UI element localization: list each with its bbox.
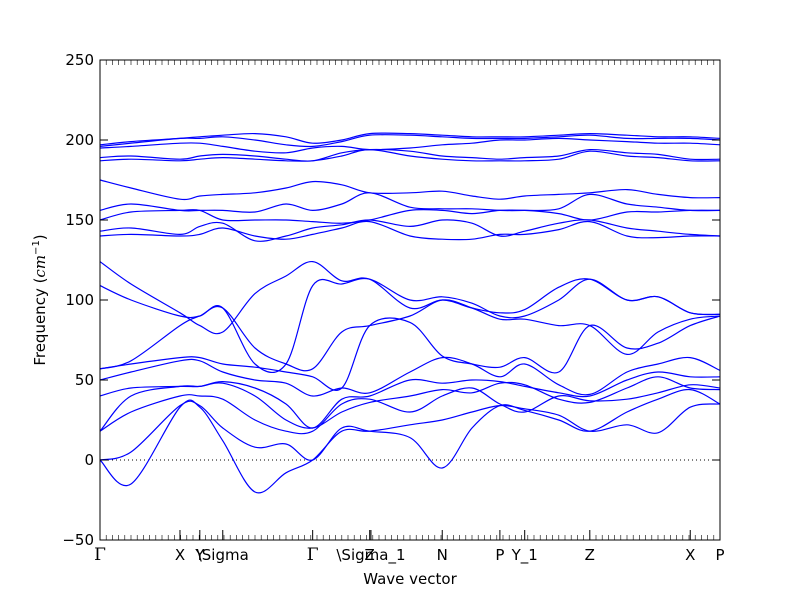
x-tick-label: N: [437, 546, 448, 564]
y-tick-label: 100: [65, 291, 94, 309]
x-tick-label: \Sigma_1: [336, 546, 405, 565]
x-tick-label: X: [175, 546, 185, 564]
x-tick-label: P: [495, 546, 504, 564]
y-tick-label: −50: [62, 531, 94, 549]
y-axis-ticks: −50 0 50 100 150 200 250: [62, 51, 720, 549]
phonon-branch-11: [99, 220, 721, 241]
y-axis-title: Frequency (cm−1): [31, 234, 49, 365]
phonon-branch-4: [99, 376, 721, 432]
minor-ticks: [99, 60, 721, 540]
phonon-branch-20: [99, 132, 721, 146]
phonon-branch-5: [99, 371, 721, 429]
phonon-branch-3: [99, 384, 721, 435]
series-layer: [99, 132, 721, 494]
y-tick-label: 0: [84, 451, 94, 469]
phonon-branch-7: [99, 315, 721, 391]
y-tick-label: 50: [75, 371, 94, 389]
phonon-branch-18: [99, 137, 721, 154]
y-tick-label: 150: [65, 211, 94, 229]
phonon-branch-14: [99, 192, 721, 213]
y-tick-label: 250: [65, 51, 94, 69]
phonon-branch-16: [99, 148, 721, 162]
x-tick-label: Z: [365, 546, 375, 564]
x-tick-label: P: [715, 546, 724, 564]
phonon-branch-17: [99, 148, 721, 162]
phonon-branch-12: [99, 219, 721, 242]
x-axis-title: Wave vector: [363, 570, 457, 588]
phonon-branch-2: [99, 388, 721, 469]
x-tick-label: Γ: [307, 545, 319, 565]
phonon-branch-10: [99, 260, 721, 335]
phonon-branch-8: [99, 299, 721, 372]
x-tick-label: Γ: [94, 545, 106, 565]
phonon-branch-13: [99, 208, 721, 224]
phonon-branch-9: [99, 277, 721, 373]
x-tick-label: Z: [585, 546, 595, 564]
x-axis-ticks: Γ X Y\Sigma Γ Z\Sigma_1 N P Y_1 Z X P: [94, 530, 725, 565]
x-tick-label: Y: [194, 546, 205, 564]
y-tick-label: 200: [65, 131, 94, 149]
x-tick-label: Y_1: [511, 546, 538, 565]
x-tick-label: X: [685, 546, 695, 564]
phonon-branch-6: [99, 356, 721, 397]
phonon-branch-19: [99, 134, 721, 148]
x-tick-label: \Sigma: [197, 546, 249, 564]
phonon-branch-15: [99, 179, 721, 201]
phonon-branch-1: [99, 399, 721, 494]
